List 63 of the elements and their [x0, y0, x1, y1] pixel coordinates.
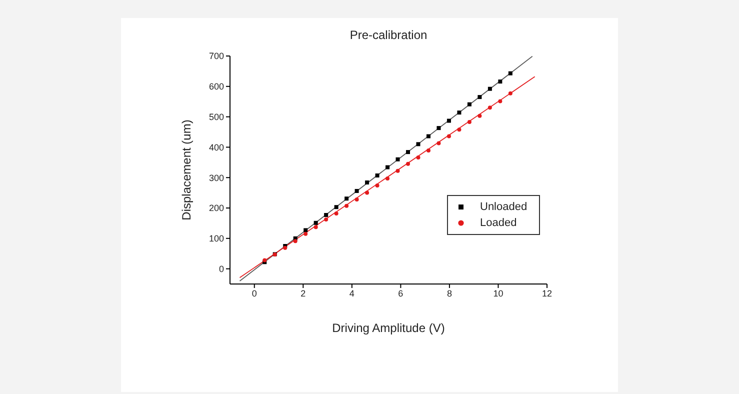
point	[436, 126, 441, 130]
point	[314, 225, 318, 230]
chart-title: Pre-calibration	[348, 28, 428, 42]
point	[354, 197, 359, 202]
point	[354, 188, 359, 193]
point	[406, 162, 410, 166]
point	[457, 110, 462, 115]
point	[396, 168, 400, 173]
point	[304, 232, 308, 236]
point	[375, 173, 380, 178]
point	[396, 157, 400, 162]
y-tick-label: 400	[208, 142, 224, 152]
y-tick-label: 700	[208, 51, 224, 62]
y-tick-label: 100	[208, 234, 224, 244]
point	[457, 128, 462, 132]
point	[344, 196, 349, 201]
point	[386, 176, 390, 181]
point	[293, 239, 298, 244]
x-tick-label: 0	[252, 288, 257, 298]
point	[365, 190, 370, 195]
point	[488, 106, 492, 110]
point	[324, 212, 328, 217]
point	[436, 141, 441, 146]
point	[416, 156, 420, 160]
point	[478, 95, 482, 100]
x-tick-label: 2	[300, 288, 306, 298]
x-axis-title: Driving Amplitude (V)	[332, 321, 445, 335]
point	[508, 91, 512, 96]
point	[426, 148, 430, 153]
y-tick-label: 300	[208, 172, 224, 183]
x-tick-label: 10	[493, 288, 504, 298]
point	[498, 99, 502, 104]
point	[304, 228, 308, 232]
point	[467, 120, 472, 124]
point	[406, 150, 410, 154]
y-tick-label: 600	[208, 82, 224, 92]
x-tick-label: 4	[349, 288, 354, 298]
point	[334, 205, 338, 210]
point	[324, 218, 328, 222]
point	[446, 118, 451, 123]
y-axis-title: Displacement (um)	[179, 120, 194, 220]
point	[386, 165, 390, 170]
x-tick-label: 6	[398, 288, 404, 298]
point	[478, 114, 482, 118]
y-tick-label: 200	[208, 203, 224, 214]
point	[344, 204, 349, 208]
x-tick-label: 8	[446, 288, 452, 298]
legend-label: Loaded	[480, 217, 517, 229]
y-tick-label: 500	[208, 112, 224, 122]
point	[365, 180, 370, 184]
point	[488, 86, 492, 91]
point	[446, 134, 451, 138]
point	[426, 134, 430, 138]
point	[508, 71, 512, 76]
legend-label: Unloaded	[480, 201, 528, 213]
point	[467, 102, 472, 106]
x-tick-label: 12	[542, 288, 552, 298]
point	[375, 184, 380, 188]
point	[314, 220, 318, 225]
point	[416, 142, 420, 146]
y-tick-label: 0	[218, 264, 224, 274]
point	[334, 211, 338, 216]
point	[498, 80, 502, 84]
